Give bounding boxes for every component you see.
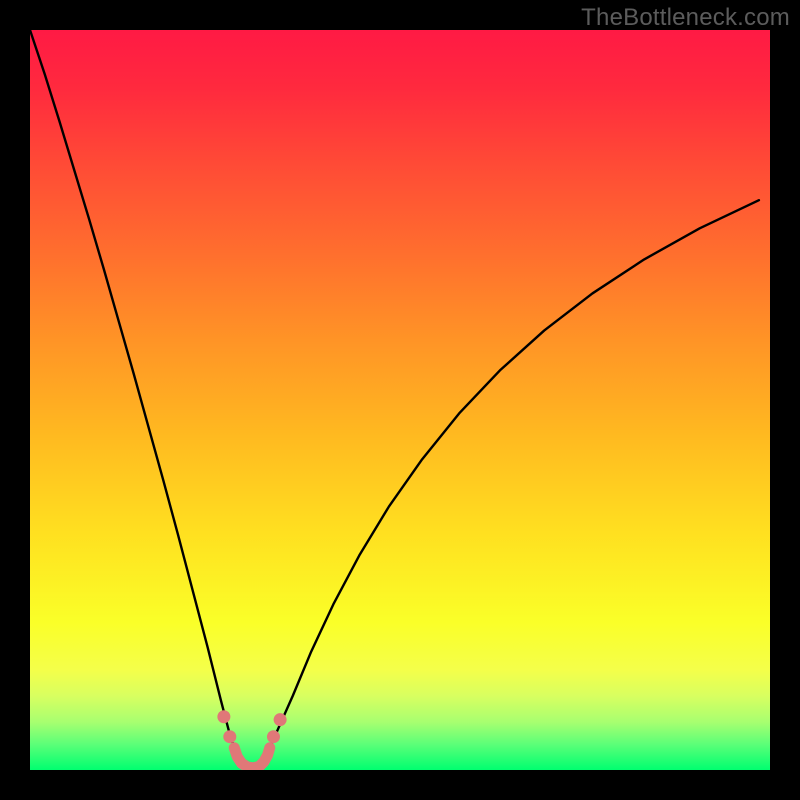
valley-dot — [274, 713, 287, 726]
gradient-rect — [30, 30, 770, 770]
valley-dots — [217, 710, 286, 743]
valley-dot — [223, 730, 236, 743]
valley-dot — [217, 710, 230, 723]
valley-u — [234, 748, 270, 768]
watermark-text: TheBottleneck.com — [581, 4, 790, 32]
chart-frame: TheBottleneck.com — [0, 0, 800, 800]
curve-right — [270, 200, 759, 748]
valley-dot — [267, 730, 280, 743]
plot-area — [30, 30, 770, 770]
curve-left — [30, 30, 234, 748]
plot-svg — [30, 30, 770, 770]
